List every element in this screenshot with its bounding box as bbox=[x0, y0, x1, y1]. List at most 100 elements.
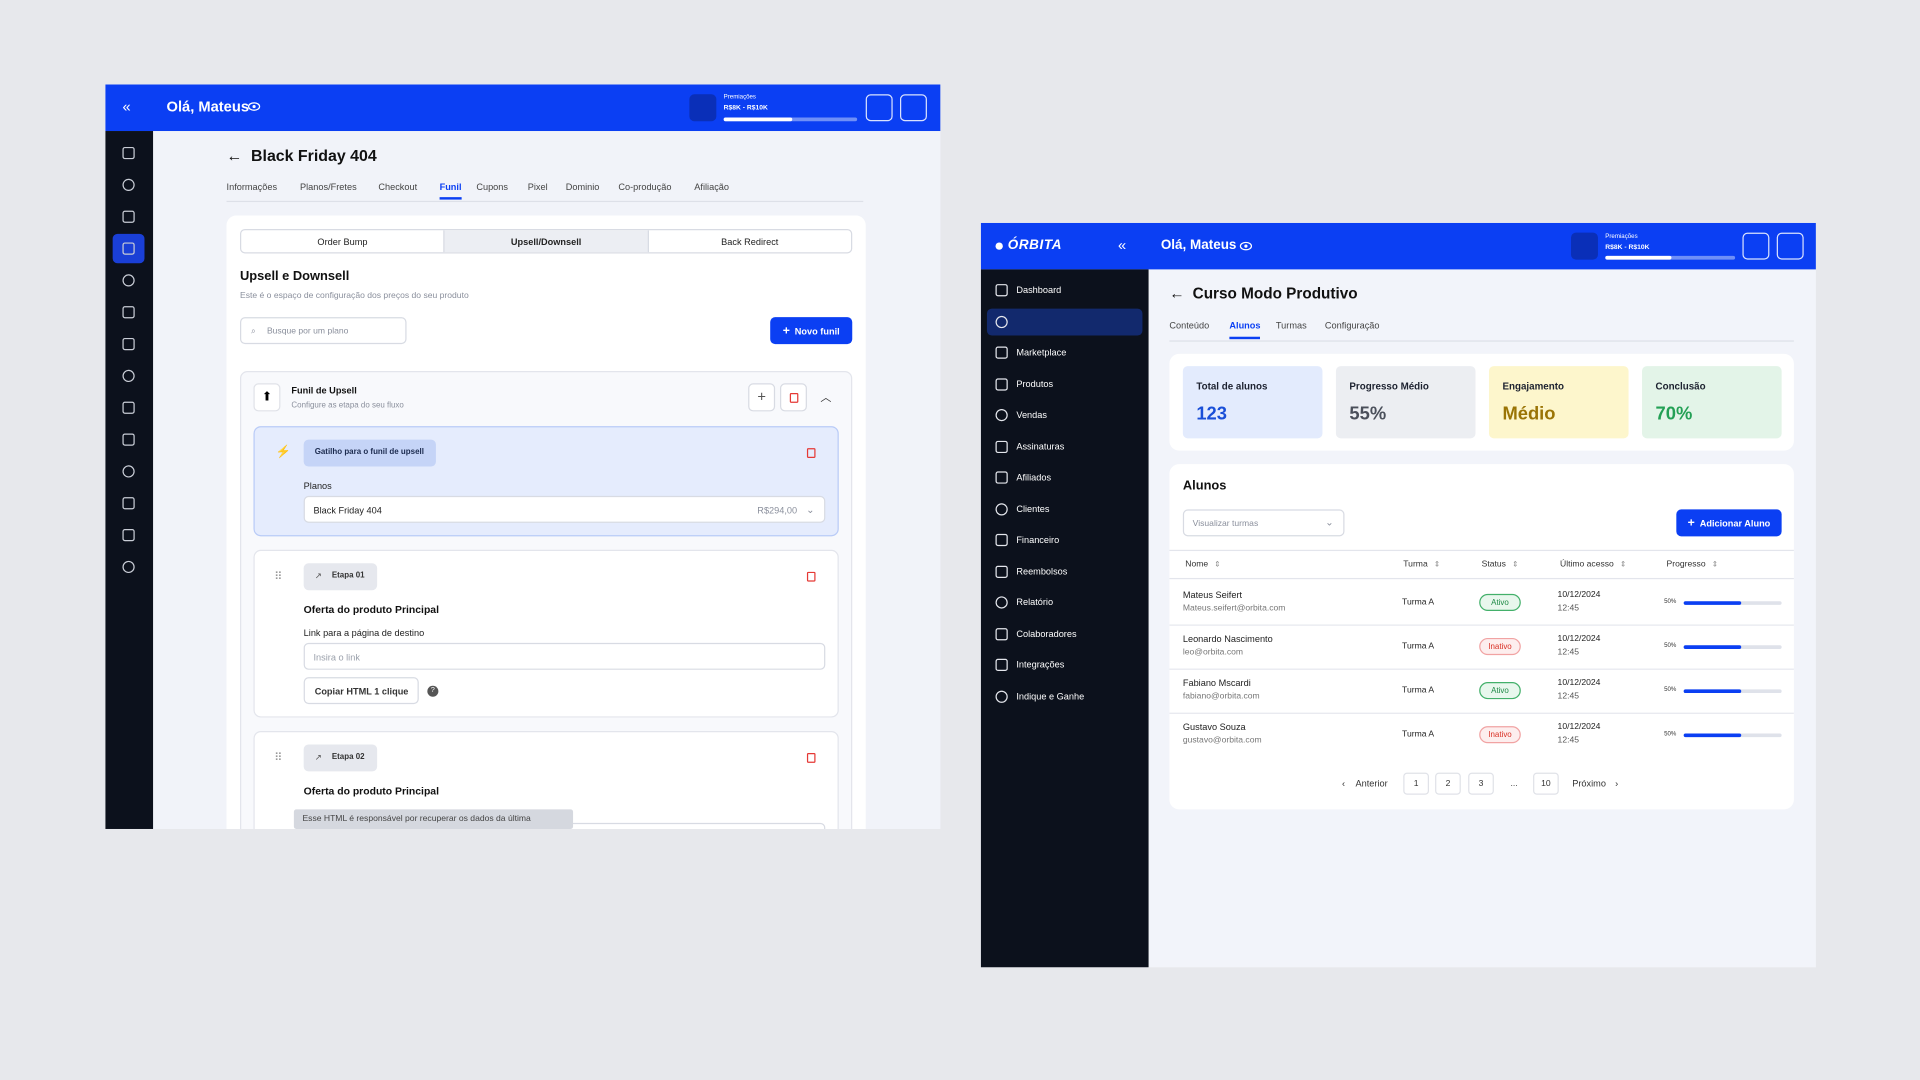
student-class: Turma A bbox=[1402, 598, 1435, 607]
tab[interactable]: Afiliação bbox=[694, 181, 730, 193]
tab[interactable]: Dominio bbox=[565, 181, 600, 193]
tab[interactable]: Planos/Fretes bbox=[300, 181, 357, 193]
trash-icon[interactable] bbox=[806, 448, 816, 458]
segment[interactable]: Upsell/Downsell bbox=[444, 230, 649, 253]
progress-fill bbox=[1683, 644, 1742, 649]
tab[interactable]: Co-produção bbox=[618, 181, 672, 193]
next-button[interactable]: › bbox=[1615, 777, 1619, 789]
nav-item[interactable]: Reembolsos bbox=[1016, 565, 1068, 577]
delete-funnel-button[interactable] bbox=[780, 383, 807, 412]
trash-icon[interactable] bbox=[806, 753, 816, 763]
column-header[interactable]: Último acesso ⇕ bbox=[1560, 560, 1626, 569]
collapse-funnel[interactable]: ︿ bbox=[820, 391, 832, 404]
collapse-button[interactable]: « bbox=[1117, 236, 1127, 254]
tabs-divider bbox=[226, 200, 864, 203]
eye-icon[interactable] bbox=[1239, 240, 1253, 252]
page-button[interactable]: 2 bbox=[1435, 772, 1461, 795]
drag-handle[interactable]: ⠿ bbox=[274, 570, 283, 583]
stat-value: 55% bbox=[1349, 403, 1387, 425]
award-track bbox=[1605, 255, 1736, 260]
last-access-time: 12:45 bbox=[1557, 648, 1580, 657]
step-badge: Etapa 02 ↗ bbox=[303, 744, 378, 772]
column-header[interactable]: Status ⇕ bbox=[1482, 560, 1519, 569]
nav-item[interactable]: Indique e Ganhe bbox=[1016, 690, 1085, 702]
plan-select[interactable]: Black Friday 404 R$294,00 ⌄ bbox=[303, 495, 826, 523]
search-input[interactable]: ⌕ Busque por um plano bbox=[240, 317, 407, 345]
copy-html-button[interactable]: Copiar HTML 1 clique bbox=[303, 677, 419, 705]
last-access-time: 12:45 bbox=[1557, 604, 1580, 613]
nav-item[interactable]: Vendas bbox=[1016, 409, 1047, 421]
stat-label: Conclusão bbox=[1655, 380, 1706, 392]
back-button[interactable]: ← bbox=[226, 146, 243, 165]
drag-handle[interactable]: ⠿ bbox=[274, 751, 283, 764]
segment-label: Back Redirect bbox=[721, 235, 779, 247]
profile-button[interactable] bbox=[1776, 232, 1804, 260]
nav-icon bbox=[995, 346, 1008, 359]
column-label: Nome bbox=[1185, 560, 1209, 569]
column-header[interactable]: Progresso ⇕ bbox=[1667, 560, 1718, 569]
plus-icon: + bbox=[782, 323, 790, 338]
step-badge-label: Etapa 02 bbox=[331, 752, 365, 762]
nav-item[interactable]: Colaboradores bbox=[1016, 627, 1077, 639]
status-label: Ativo bbox=[1491, 598, 1509, 607]
progress-label: 50% bbox=[1664, 730, 1677, 738]
nav-icon bbox=[995, 690, 1008, 703]
section-title: Upsell e Downsell bbox=[240, 269, 350, 284]
plus-icon: + bbox=[1687, 516, 1695, 530]
tab[interactable]: Pixel bbox=[527, 181, 548, 193]
add-student-label: Adicionar Aluno bbox=[1699, 517, 1771, 529]
tab[interactable]: Cupons bbox=[476, 181, 508, 193]
page-button[interactable]: ... bbox=[1501, 773, 1527, 795]
nav-item[interactable]: Integrações bbox=[1016, 659, 1065, 671]
tab-underline bbox=[439, 197, 462, 200]
add-student-button[interactable]: + Adicionar Aluno bbox=[1676, 509, 1782, 537]
prev-label[interactable]: Anterior bbox=[1355, 777, 1388, 789]
nav-icon bbox=[122, 560, 135, 574]
nav-item[interactable]: Financeiro bbox=[1016, 534, 1060, 546]
last-access-time: 12:45 bbox=[1557, 692, 1580, 702]
page-button[interactable]: 10 bbox=[1533, 772, 1559, 795]
nav-item[interactable]: Assinaturas bbox=[1016, 440, 1065, 452]
copy-html-label: Copiar HTML 1 clique bbox=[314, 686, 409, 698]
tabs-divider bbox=[1169, 340, 1794, 342]
new-funnel-button[interactable]: + Novo funil bbox=[770, 317, 853, 345]
help-icon[interactable]: ? bbox=[427, 685, 439, 697]
tab[interactable]: Informações bbox=[226, 181, 278, 193]
nav-item[interactable]: Marketplace bbox=[1016, 346, 1067, 358]
collapse-button[interactable]: « bbox=[122, 97, 131, 116]
back-button[interactable]: ← bbox=[1169, 285, 1185, 303]
tab[interactable]: Funil bbox=[439, 181, 462, 193]
funnel-subtitle: Configure as etapa do seu fluxo bbox=[291, 401, 404, 410]
nav-item[interactable]: Afiliados bbox=[1016, 471, 1052, 483]
class-select[interactable]: Visualizar turmas ⌄ bbox=[1182, 509, 1345, 537]
nav-item[interactable]: Relatório bbox=[1016, 596, 1054, 608]
last-access-time: 12:45 bbox=[1557, 736, 1580, 746]
nav-item[interactable]: Dashboard bbox=[1016, 284, 1062, 296]
prev-button[interactable]: ‹ bbox=[1342, 777, 1346, 789]
trash-icon[interactable] bbox=[806, 571, 816, 582]
nav-item[interactable]: Clientes bbox=[1016, 502, 1050, 514]
column-header[interactable]: Turma ⇕ bbox=[1403, 560, 1440, 569]
page-button[interactable]: 3 bbox=[1468, 772, 1494, 795]
tab[interactable]: Checkout bbox=[378, 181, 418, 193]
eye-icon[interactable] bbox=[247, 100, 261, 112]
page-button[interactable]: 1 bbox=[1403, 772, 1429, 795]
sort-icon: ⇕ bbox=[1711, 561, 1718, 569]
tab[interactable]: Alunos bbox=[1229, 319, 1261, 331]
next-label[interactable]: Próximo bbox=[1572, 777, 1606, 789]
column-header[interactable]: Nome ⇕ bbox=[1185, 560, 1220, 569]
nav-item[interactable]: Produtos bbox=[1016, 378, 1054, 390]
profile-button[interactable] bbox=[900, 94, 927, 122]
add-step-button[interactable]: + bbox=[748, 383, 776, 412]
notification-button[interactable] bbox=[1742, 232, 1770, 260]
tab[interactable]: Configuração bbox=[1324, 319, 1380, 331]
nav-icon bbox=[122, 369, 135, 383]
link-input[interactable]: Insira o link bbox=[303, 642, 826, 670]
stat-label: Total de alunos bbox=[1196, 380, 1268, 392]
progress-label: 50% bbox=[1664, 598, 1677, 606]
segment[interactable]: Back Redirect bbox=[649, 230, 851, 252]
notification-button[interactable] bbox=[865, 94, 893, 122]
tab[interactable]: Conteúdo bbox=[1169, 319, 1210, 331]
tab[interactable]: Turmas bbox=[1275, 319, 1307, 331]
segment[interactable]: Order Bump bbox=[241, 230, 445, 253]
